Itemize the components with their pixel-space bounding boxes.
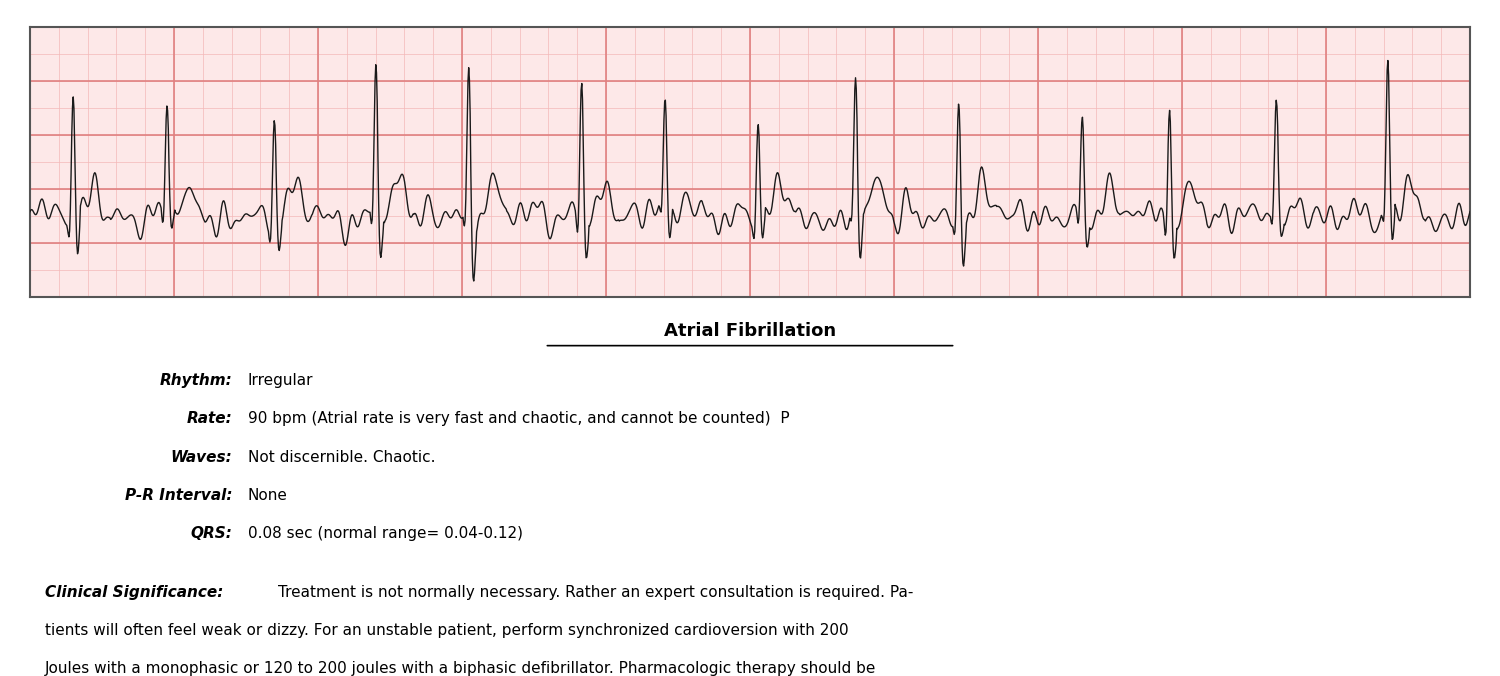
Text: Rhythm:: Rhythm: bbox=[159, 373, 232, 388]
Text: Treatment is not normally necessary. Rather an expert consultation is required. : Treatment is not normally necessary. Rat… bbox=[278, 585, 914, 600]
Text: Clinical Significance:: Clinical Significance: bbox=[45, 585, 224, 600]
Text: Joules with a monophasic or 120 to 200 joules with a biphasic defibrillator. Pha: Joules with a monophasic or 120 to 200 j… bbox=[45, 661, 876, 676]
Text: Not discernible. Chaotic.: Not discernible. Chaotic. bbox=[248, 450, 435, 464]
Text: Atrial Fibrillation: Atrial Fibrillation bbox=[664, 322, 836, 340]
Text: QRS:: QRS: bbox=[190, 527, 232, 541]
Text: Waves:: Waves: bbox=[171, 450, 232, 464]
Text: P-R Interval:: P-R Interval: bbox=[124, 488, 232, 503]
Text: tients will often feel weak or dizzy. For an unstable patient, perform synchroni: tients will often feel weak or dizzy. Fo… bbox=[45, 623, 849, 638]
Text: None: None bbox=[248, 488, 288, 503]
Text: Rate:: Rate: bbox=[186, 411, 232, 427]
Text: 90 bpm (Atrial rate is very fast and chaotic, and cannot be counted)  P: 90 bpm (Atrial rate is very fast and cha… bbox=[248, 411, 789, 427]
Text: Irregular: Irregular bbox=[248, 373, 314, 388]
Text: 0.08 sec (normal range= 0.04-0.12): 0.08 sec (normal range= 0.04-0.12) bbox=[248, 527, 522, 541]
